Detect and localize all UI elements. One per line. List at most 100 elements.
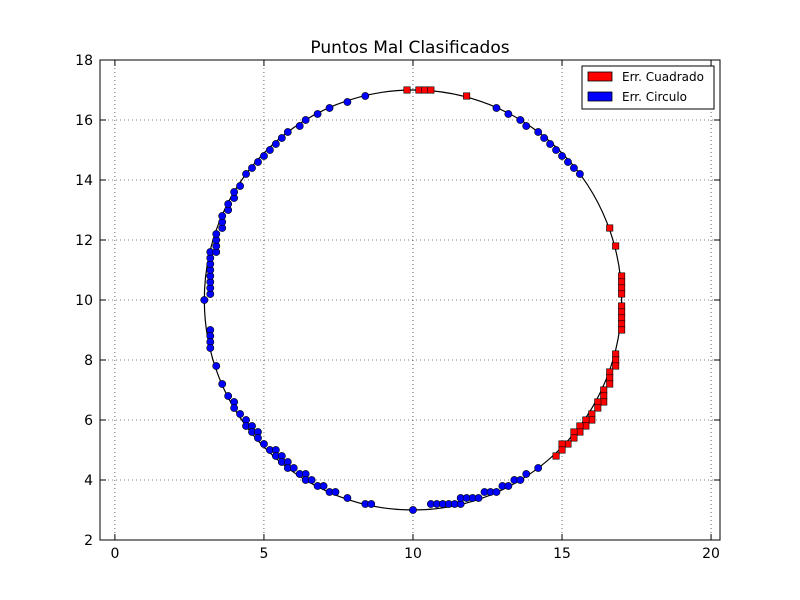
data-point-square <box>618 290 626 298</box>
data-point-circle <box>260 152 268 160</box>
data-point-square <box>618 284 626 292</box>
data-point-circle <box>301 116 310 124</box>
data-point-square <box>558 440 566 448</box>
data-point-square <box>606 224 614 232</box>
data-point-square <box>618 302 626 310</box>
data-point-circle <box>218 212 227 220</box>
data-point-circle <box>546 140 554 148</box>
data-point-circle <box>343 494 352 502</box>
data-point-circle <box>576 170 584 178</box>
data-point-square <box>570 428 578 436</box>
y-tick-label: 18 <box>75 53 93 69</box>
data-points <box>200 86 626 514</box>
y-tick-label: 14 <box>75 173 93 189</box>
data-point-circle <box>206 344 215 352</box>
data-point-circle <box>504 110 513 118</box>
data-point-circle <box>331 488 340 496</box>
data-point-square <box>618 320 626 328</box>
data-point-square <box>403 86 411 94</box>
y-tick-label: 2 <box>84 533 93 549</box>
data-point-circle <box>492 104 501 112</box>
data-point-square <box>421 86 429 94</box>
data-point-square <box>558 446 566 454</box>
data-point-square <box>618 326 626 334</box>
data-point-circle <box>474 494 483 502</box>
data-point-square <box>606 374 614 382</box>
series-err-cuadrado <box>403 86 626 460</box>
data-point-square <box>618 272 626 280</box>
data-point-circle <box>277 134 286 142</box>
legend-swatch-err-circulo <box>587 91 613 102</box>
data-point-circle <box>283 128 292 136</box>
data-point-square <box>576 428 584 436</box>
data-point-circle <box>230 188 239 196</box>
data-point-circle <box>558 152 566 160</box>
data-point-circle <box>212 362 221 370</box>
data-point-square <box>618 308 626 316</box>
data-point-circle <box>266 146 274 154</box>
data-point-square <box>600 386 608 394</box>
data-point-circle <box>552 146 560 154</box>
data-point-circle <box>367 500 376 508</box>
data-point-circle <box>260 440 268 448</box>
y-tick-label: 16 <box>75 113 93 129</box>
data-point-circle <box>534 128 543 136</box>
axis-ticks: 0 5 10 15 20 2 4 6 8 10 12 14 16 18 <box>75 53 720 562</box>
data-point-square <box>606 368 614 376</box>
data-point-circle <box>522 122 531 130</box>
legend-swatch-err-cuadrado <box>587 71 613 82</box>
data-point-square <box>594 398 602 406</box>
data-point-square <box>600 392 608 400</box>
data-point-square <box>564 440 572 448</box>
data-point-circle <box>409 506 417 514</box>
legend: Err. Cuadrado Err. Circulo <box>581 65 715 110</box>
data-point-circle <box>534 464 543 472</box>
data-point-circle <box>325 104 334 112</box>
data-point-circle <box>313 110 322 118</box>
data-point-circle <box>319 482 328 490</box>
data-point-circle <box>218 380 227 388</box>
data-point-circle <box>224 392 233 400</box>
y-tick-label: 4 <box>84 473 93 489</box>
data-point-circle <box>254 158 262 166</box>
data-point-circle <box>254 434 262 442</box>
data-point-circle <box>516 476 525 484</box>
data-point-circle <box>224 200 233 208</box>
x-tick-label: 20 <box>702 546 720 562</box>
chart-title: Puntos Mal Clasificados <box>310 38 509 58</box>
data-point-circle <box>295 122 304 130</box>
x-tick-label: 0 <box>110 546 119 562</box>
data-point-circle <box>307 476 316 484</box>
data-point-square <box>588 416 596 424</box>
data-point-square <box>612 350 620 358</box>
series-err-circulo <box>200 92 584 514</box>
data-point-square <box>594 404 602 412</box>
data-point-square <box>612 362 620 370</box>
y-tick-label: 10 <box>75 293 93 309</box>
data-point-square <box>612 242 620 250</box>
data-point-circle <box>200 296 209 304</box>
data-point-circle <box>289 464 298 472</box>
legend-label-err-cuadrado: Err. Cuadrado <box>622 70 704 84</box>
data-point-square <box>606 380 614 388</box>
data-point-square <box>463 92 471 100</box>
data-point-square <box>582 416 590 424</box>
x-tick-label: 15 <box>553 546 571 562</box>
data-point-square <box>552 452 560 460</box>
x-tick-label: 5 <box>259 546 268 562</box>
data-point-circle <box>212 230 221 238</box>
x-tick-label: 10 <box>404 546 422 562</box>
data-point-square <box>570 434 578 442</box>
data-point-square <box>582 422 590 430</box>
data-point-circle <box>343 98 352 106</box>
data-point-circle <box>236 182 244 190</box>
data-point-square <box>612 356 620 364</box>
data-point-square <box>618 278 626 286</box>
y-tick-label: 12 <box>75 233 93 249</box>
data-point-circle <box>242 170 250 178</box>
data-point-circle <box>570 164 578 172</box>
data-point-square <box>588 410 596 418</box>
legend-label-err-circulo: Err. Circulo <box>622 90 687 104</box>
data-point-square <box>618 314 626 322</box>
data-point-circle <box>564 158 572 166</box>
